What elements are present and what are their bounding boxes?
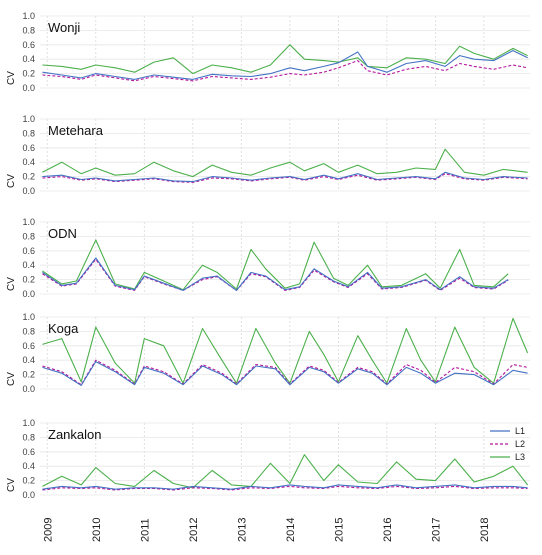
metehara-y-tick-label: 0.0	[22, 186, 35, 196]
wonji-y-tick-label: 0.0	[22, 83, 35, 93]
odn-y-tick-label: 0.0	[22, 289, 35, 299]
metehara-y-tick-label: 0.2	[22, 172, 35, 182]
x-tick-label: 2012	[188, 518, 200, 542]
zankalon-y-tick-label: 0.6	[22, 447, 35, 457]
koga-y-tick-label: 0.4	[22, 355, 35, 365]
odn-series-l2-line	[42, 258, 509, 291]
metehara-panel-title: Metehara	[48, 123, 104, 138]
wonji-y-tick-label: 0.2	[22, 69, 35, 79]
odn-y-tick-label: 0.8	[22, 231, 35, 241]
x-tick-label: 2014	[285, 518, 297, 542]
legend-label-l3: L3	[515, 452, 525, 462]
odn-panel-title: ODN	[48, 226, 77, 241]
zankalon-y-axis-label: CV	[6, 478, 17, 492]
koga-y-tick-label: 1.0	[22, 312, 35, 322]
legend-label-l1: L1	[515, 426, 525, 436]
odn-y-tick-label: 0.4	[22, 260, 35, 270]
wonji-y-tick-label: 1.0	[22, 11, 35, 21]
koga-y-tick-label: 0.6	[22, 341, 35, 351]
koga-y-tick-label: 0.8	[22, 326, 35, 336]
odn-y-tick-label: 0.6	[22, 246, 35, 256]
metehara-y-tick-label: 0.4	[22, 157, 35, 167]
zankalon-series-l2-line	[42, 485, 528, 491]
zankalon-series-l1-line	[42, 484, 528, 490]
zankalon-panel-title: Zankalon	[48, 427, 101, 442]
zankalon-series-l3-line	[42, 454, 529, 489]
wonji-series-l3-line	[42, 44, 528, 75]
koga-y-tick-label: 0.2	[22, 370, 35, 380]
koga-panel-title: Koga	[48, 321, 79, 336]
x-tick-label: 2011	[139, 518, 151, 542]
x-tick-label: 2015	[333, 518, 345, 542]
wonji-y-tick-label: 0.4	[22, 54, 35, 64]
x-tick-label: 2016	[382, 518, 394, 542]
zankalon-y-tick-label: 1.0	[22, 418, 35, 428]
koga-series-l1-line	[42, 361, 528, 386]
koga-y-axis-label: CV	[6, 372, 17, 386]
wonji-panel-title: Wonji	[48, 20, 80, 35]
x-tick-label: 2018	[479, 518, 491, 542]
x-tick-label: 2010	[91, 518, 103, 542]
wonji-series-l1-line	[42, 50, 528, 80]
wonji-y-tick-label: 0.8	[22, 25, 35, 35]
odn-y-tick-label: 1.0	[22, 217, 35, 227]
metehara-series-l1-line	[42, 171, 528, 183]
metehara-y-tick-label: 0.6	[22, 143, 35, 153]
zankalon-y-tick-label: 0.4	[22, 461, 35, 471]
zankalon-y-tick-label: 0.2	[22, 476, 35, 486]
odn-series-l3-line	[42, 239, 509, 291]
odn-series-l1-line	[42, 257, 509, 291]
x-tick-label: 2013	[236, 518, 248, 542]
metehara-series-l3-line	[42, 148, 528, 178]
legend-label-l2: L2	[515, 439, 525, 449]
odn-y-tick-label: 0.2	[22, 275, 35, 285]
metehara-y-tick-label: 0.8	[22, 128, 35, 138]
wonji-y-tick-label: 0.6	[22, 40, 35, 50]
koga-y-tick-label: 0.0	[22, 384, 35, 394]
x-tick-label: 2009	[42, 518, 54, 542]
x-tick-label: 2017	[430, 518, 442, 542]
odn-y-axis-label: CV	[6, 277, 17, 291]
zankalon-y-tick-label: 0.0	[22, 490, 35, 500]
metehara-y-axis-label: CV	[6, 174, 17, 188]
zankalon-y-tick-label: 0.8	[22, 432, 35, 442]
wonji-series-l2-line	[42, 60, 528, 82]
metehara-y-tick-label: 1.0	[22, 114, 35, 124]
wonji-y-axis-label: CV	[6, 71, 17, 85]
koga-series-l2-line	[42, 359, 528, 386]
